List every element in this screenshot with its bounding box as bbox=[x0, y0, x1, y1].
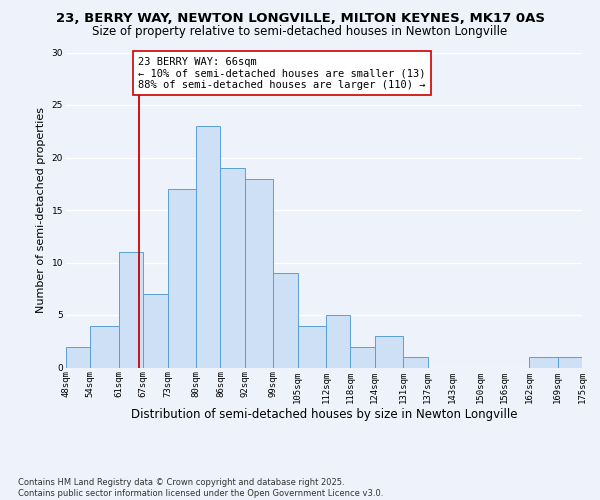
Bar bbox=[91, 326, 119, 368]
Bar bbox=[220, 168, 245, 368]
Text: 23 BERRY WAY: 66sqm
← 10% of semi-detached houses are smaller (13)
88% of semi-d: 23 BERRY WAY: 66sqm ← 10% of semi-detach… bbox=[138, 56, 425, 90]
Bar bbox=[143, 294, 167, 368]
Bar bbox=[196, 126, 220, 368]
Bar bbox=[245, 178, 273, 368]
X-axis label: Distribution of semi-detached houses by size in Newton Longville: Distribution of semi-detached houses by … bbox=[131, 408, 517, 421]
Bar bbox=[119, 252, 143, 368]
Bar bbox=[403, 357, 428, 368]
Bar bbox=[375, 336, 403, 368]
Bar bbox=[529, 357, 557, 368]
Bar bbox=[66, 346, 91, 368]
Bar bbox=[298, 326, 326, 368]
Bar bbox=[167, 189, 196, 368]
Text: Contains HM Land Registry data © Crown copyright and database right 2025.
Contai: Contains HM Land Registry data © Crown c… bbox=[18, 478, 383, 498]
Text: Size of property relative to semi-detached houses in Newton Longville: Size of property relative to semi-detach… bbox=[92, 25, 508, 38]
Bar bbox=[326, 315, 350, 368]
Bar bbox=[273, 273, 298, 368]
Bar bbox=[350, 346, 375, 368]
Y-axis label: Number of semi-detached properties: Number of semi-detached properties bbox=[36, 107, 46, 313]
Bar bbox=[557, 357, 582, 368]
Text: 23, BERRY WAY, NEWTON LONGVILLE, MILTON KEYNES, MK17 0AS: 23, BERRY WAY, NEWTON LONGVILLE, MILTON … bbox=[56, 12, 545, 26]
